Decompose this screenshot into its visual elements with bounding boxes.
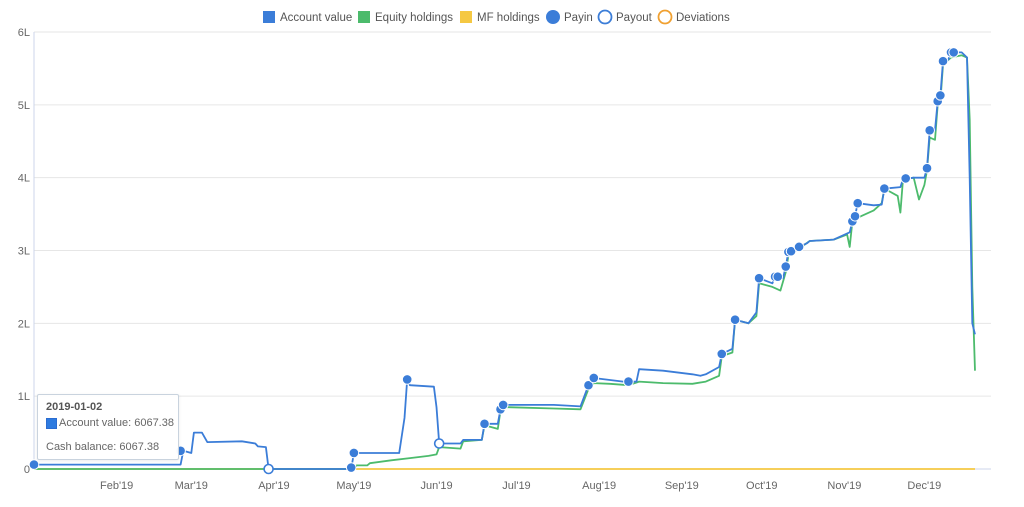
payin-marker <box>948 47 959 58</box>
account-value-swatch <box>46 417 57 429</box>
y-tick-label: 3L <box>18 246 30 258</box>
tooltip: 2019-01-02 Account value: 6067.38 Cash b… <box>37 394 179 460</box>
x-tick-label: Mar'19 <box>175 480 208 492</box>
x-tick-label: Sep'19 <box>665 480 699 492</box>
grid-lines <box>34 31 991 397</box>
legend-label: Payin <box>564 12 593 24</box>
payin-marker <box>780 261 792 272</box>
payout-marker <box>263 463 274 475</box>
legend-item: Payin <box>546 10 593 24</box>
tooltip-account-row: Account value: 6067.38 <box>46 417 174 429</box>
legend-label: MF holdings <box>477 12 540 24</box>
payin-marker <box>937 55 949 67</box>
payin-marker <box>28 459 40 470</box>
account-valueline <box>34 51 976 470</box>
x-tick-label: Dec'19 <box>907 480 941 492</box>
payin-marker <box>716 348 728 360</box>
x-axis: Feb'19 Mar'19 Apr'19 May'19 Jun'19 Jul'19 Aug'… <box>34 468 991 492</box>
legend-swatch-2 <box>460 11 472 23</box>
payin-marker <box>348 447 360 459</box>
x-tick-label: Jun'19 <box>420 480 452 492</box>
x-tick-label: May'19 <box>336 480 371 492</box>
legend-swatch-3 <box>546 10 560 24</box>
tooltip-account-value: Account value: 6067.38 <box>59 417 174 429</box>
payin-marker <box>793 241 805 253</box>
payin-marker <box>753 272 765 284</box>
payin-marker <box>900 173 911 184</box>
legend-item: Account value <box>263 11 352 24</box>
legend-item: Equity holdings <box>358 11 453 24</box>
tooltip-date: 2019-01-02 <box>46 401 103 413</box>
payin-marker <box>921 162 933 174</box>
payin-marker <box>924 125 935 136</box>
y-tick-label: 0 <box>24 464 30 476</box>
legend: Account value Equity holdings MF holdings P… <box>263 9 730 25</box>
payin-marker <box>588 372 600 384</box>
legend-swatch-5 <box>657 9 673 25</box>
x-tick-label: Oct'19 <box>746 480 777 492</box>
y-tick-label: 4L <box>18 173 30 185</box>
legend-label: Equity holdings <box>375 12 453 24</box>
payin-marker <box>479 418 490 430</box>
legend-label: Account value <box>280 12 352 24</box>
y-tick-label: 1L <box>18 391 30 403</box>
markers <box>28 47 959 475</box>
payin-marker <box>583 379 594 391</box>
x-tick-label: Feb'19 <box>100 480 133 492</box>
payin-marker <box>852 197 864 209</box>
payin-marker <box>345 462 357 473</box>
payin-marker <box>935 90 946 101</box>
legend-item: Payout <box>597 9 653 25</box>
y-tick-label: 6L <box>18 27 30 39</box>
legend-label: Payout <box>616 12 653 24</box>
payin-marker <box>785 245 797 257</box>
y-tick-label: 5L <box>18 100 30 112</box>
payin-marker <box>497 399 509 411</box>
legend-item: MF holdings <box>460 11 540 24</box>
y-axis: 0 1L 2L 3L 4L 5L 6L <box>18 27 35 476</box>
legend-swatch-4 <box>597 9 613 25</box>
y-tick-label: 2L <box>18 318 30 330</box>
payin-marker <box>879 183 890 194</box>
payin-marker <box>623 376 634 387</box>
legend-swatch-0 <box>263 11 275 23</box>
x-tick-label: Apr'19 <box>258 480 289 492</box>
x-tick-label: Jul'19 <box>502 480 530 492</box>
tooltip-cash-balance: Cash balance: 6067.38 <box>46 441 160 453</box>
legend-label: Deviations <box>676 12 730 24</box>
x-tick-label: Aug'19 <box>582 480 616 492</box>
payin-marker <box>849 210 861 222</box>
payout-marker <box>433 438 445 449</box>
legend-swatch-1 <box>358 11 370 23</box>
payin-marker <box>401 374 413 385</box>
legend-item: Deviations <box>657 9 730 25</box>
payin-marker <box>729 314 741 325</box>
payin-marker <box>772 271 784 283</box>
x-tick-label: Nov'19 <box>827 480 861 492</box>
